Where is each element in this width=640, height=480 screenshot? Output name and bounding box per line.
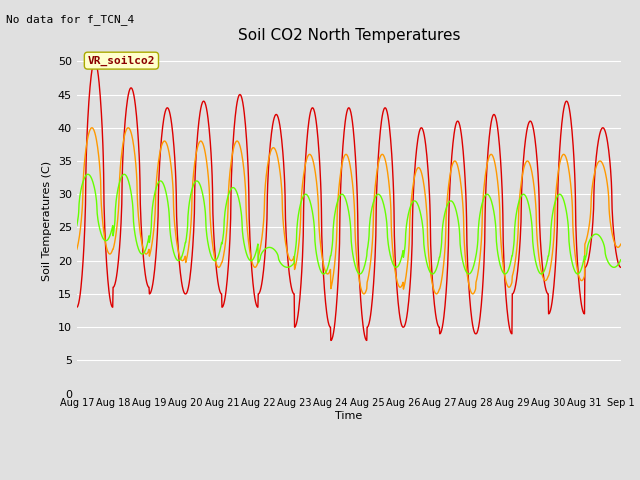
-8cm bbox=[617, 257, 625, 263]
-2cm bbox=[327, 337, 335, 343]
-4cm bbox=[434, 290, 442, 296]
-2cm bbox=[255, 290, 263, 296]
-2cm bbox=[91, 59, 99, 64]
-8cm bbox=[553, 194, 561, 200]
-8cm bbox=[195, 179, 202, 184]
-2cm bbox=[195, 126, 202, 132]
-8cm bbox=[73, 223, 81, 228]
-2cm bbox=[617, 264, 625, 270]
Text: VR_soilco2: VR_soilco2 bbox=[88, 56, 155, 66]
Line: -4cm: -4cm bbox=[77, 128, 621, 294]
-8cm bbox=[84, 171, 92, 177]
-2cm bbox=[181, 291, 189, 297]
-8cm bbox=[181, 242, 189, 248]
-2cm bbox=[553, 234, 561, 240]
-4cm bbox=[505, 284, 513, 290]
-4cm bbox=[553, 180, 561, 185]
Line: -2cm: -2cm bbox=[77, 61, 621, 340]
-8cm bbox=[505, 265, 513, 271]
Title: Soil CO2 North Temperatures: Soil CO2 North Temperatures bbox=[237, 28, 460, 43]
-2cm bbox=[505, 322, 513, 327]
-2cm bbox=[73, 304, 81, 310]
-4cm bbox=[255, 251, 263, 257]
-8cm bbox=[255, 259, 263, 264]
-4cm bbox=[433, 291, 440, 297]
Text: No data for f_TCN_4: No data for f_TCN_4 bbox=[6, 14, 134, 25]
-4cm bbox=[181, 254, 189, 260]
Line: -8cm: -8cm bbox=[77, 174, 621, 274]
-4cm bbox=[195, 142, 202, 148]
-8cm bbox=[434, 261, 442, 267]
Legend: -2cm, -4cm, -8cm: -2cm, -4cm, -8cm bbox=[210, 476, 488, 480]
-2cm bbox=[434, 322, 442, 328]
-8cm bbox=[429, 271, 436, 277]
Y-axis label: Soil Temperatures (C): Soil Temperatures (C) bbox=[42, 161, 52, 281]
-4cm bbox=[88, 125, 96, 131]
-4cm bbox=[617, 241, 625, 247]
-4cm bbox=[73, 246, 81, 252]
X-axis label: Time: Time bbox=[335, 411, 362, 421]
